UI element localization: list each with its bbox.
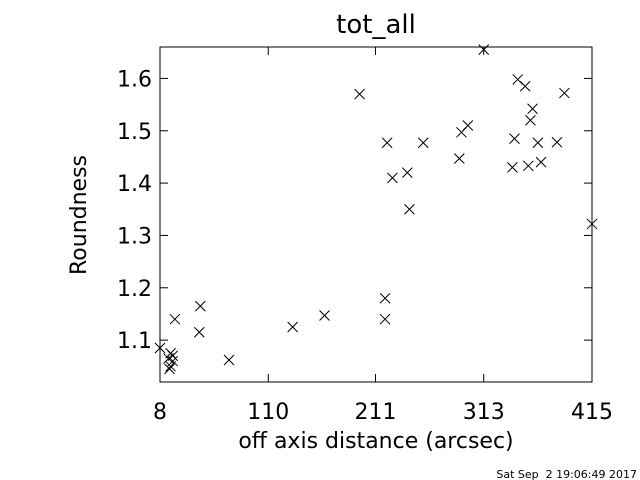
- data-point-marker: [354, 88, 365, 100]
- data-point-marker: [167, 350, 179, 362]
- data-point-marker: [167, 355, 179, 367]
- y-tick-label: 1.4: [117, 172, 152, 197]
- data-point-marker: [453, 153, 465, 164]
- data-point-marker: [319, 310, 330, 321]
- data-point-marker: [522, 160, 534, 172]
- data-point-marker: [586, 218, 598, 230]
- data-point-marker: [551, 136, 563, 148]
- timestamp-footer: Sat Sep 2 19:06:49 2017: [496, 468, 637, 480]
- y-tick-label: 1.6: [117, 67, 152, 92]
- x-tick-label: 313: [463, 400, 505, 425]
- y-axis-tick-labels: 1.1 1.2 1.3 1.4 1.5 1.6: [117, 67, 152, 354]
- data-point-marker: [462, 120, 474, 131]
- chart-title: tot_all: [336, 10, 416, 40]
- data-point-marker: [535, 156, 547, 168]
- data-point-marker: [193, 326, 205, 338]
- y-axis-label: Roundness: [67, 155, 92, 275]
- data-point-marker: [379, 313, 391, 325]
- data-point-marker: [507, 162, 518, 173]
- data-point-marker: [532, 137, 544, 149]
- y-tick-label: 1.3: [117, 224, 152, 249]
- data-markers: [154, 44, 598, 375]
- x-tick-label: 8: [153, 400, 167, 425]
- data-point-marker: [379, 292, 391, 304]
- data-point-marker: [417, 137, 429, 149]
- data-point-marker: [527, 103, 538, 115]
- x-tick-label: 211: [354, 400, 396, 425]
- data-point-marker: [559, 87, 570, 99]
- y-tick-label: 1.5: [117, 120, 152, 145]
- x-tick-label: 415: [571, 400, 613, 425]
- y-axis-ticks: [160, 77, 592, 341]
- data-point-marker: [169, 313, 181, 325]
- y-tick-label: 1.2: [117, 277, 152, 302]
- data-point-marker: [381, 137, 393, 149]
- data-point-marker: [154, 342, 166, 354]
- data-point-marker: [287, 321, 299, 333]
- data-point-marker: [404, 203, 415, 215]
- plot-frame: [159, 46, 593, 383]
- y-tick-label: 1.1: [117, 329, 152, 354]
- x-axis-ticks: [159, 47, 593, 382]
- x-axis-label: off axis distance (arcsec): [238, 429, 513, 454]
- data-point-marker: [164, 363, 175, 375]
- data-point-marker: [387, 172, 398, 184]
- data-point-marker: [223, 354, 235, 366]
- data-point-marker: [194, 300, 206, 312]
- x-tick-label: 110: [247, 400, 289, 425]
- data-point-marker: [478, 44, 490, 55]
- data-point-marker: [525, 114, 536, 126]
- x-axis-tick-labels: 8 110 211 313 415: [153, 400, 613, 425]
- data-point-marker: [519, 80, 531, 92]
- data-point-marker: [509, 133, 520, 144]
- data-point-marker: [401, 167, 413, 178]
